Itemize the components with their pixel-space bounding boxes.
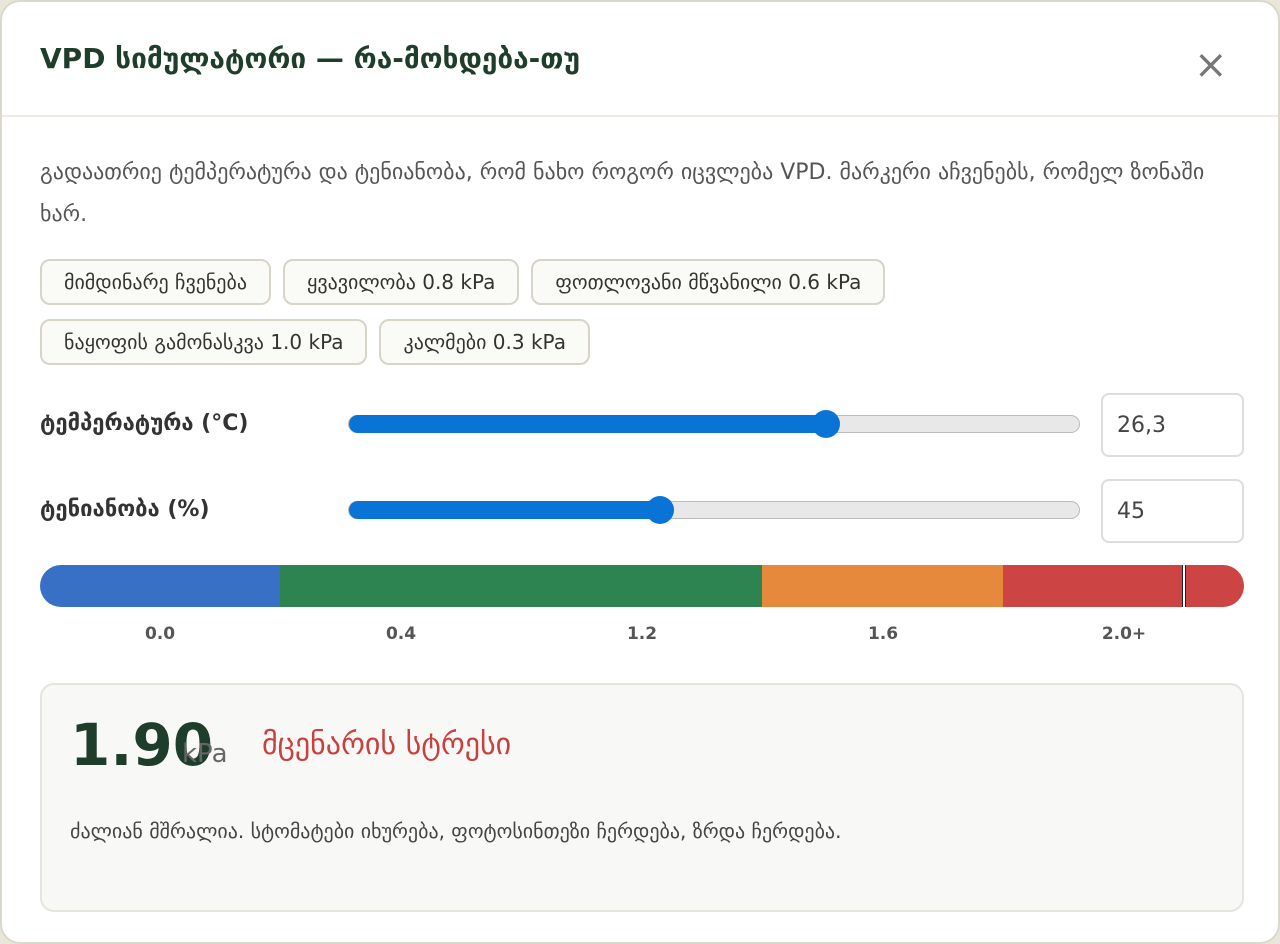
title: VPD სიმულატორი — რა-მოხდება-თუ [40,42,581,75]
zone [280,565,762,607]
preset-button[interactable]: ნაყოფის გამონასკვა 1.0 kPa [40,319,368,365]
marker [1182,565,1186,607]
zone [40,565,280,607]
preset-button[interactable]: ყვავილობა 0.8 kPa [282,259,520,305]
slider-row: ტენიანობა (%) 45 [40,479,1244,543]
preset-button[interactable]: კალმები 0.3 kPa [379,319,590,365]
zone-label: 0.4 [385,624,417,644]
result-card: 1.90 kPa მცენარის სტრესი ძალიან მშრალია.… [40,683,1244,912]
zone-label: 1.2 [626,624,658,644]
value-input[interactable]: 26,3 [1101,393,1244,457]
slider[interactable] [348,496,1080,524]
zone-label: 2.0+ [1101,624,1147,644]
status: მცენარის სტრესი [262,727,512,762]
presets: მიმდინარე ჩვენება ყვავილობა 0.8 kPa ფოთლოვ… [40,259,1120,365]
slider[interactable] [348,410,1080,438]
header: VPD სიმულატორი — რა-მოხდება-თუ × [2,2,1278,117]
note: ძალიან მშრალია. სტომატები იხურება, ფოტოს… [70,819,842,843]
slider-thumb[interactable] [645,496,674,524]
zone [762,565,1003,607]
slider-label: ტემპერატურა (°C) [40,411,249,436]
preset-button[interactable]: მიმდინარე ჩვენება [40,259,271,305]
slider-label: ტენიანობა (%) [40,497,210,522]
unit: kPa [182,739,228,769]
preset-button[interactable]: ფოთლოვანი მწვანილი 0.6 kPa [531,259,886,305]
close-button[interactable]: × [1194,42,1228,88]
slider-row: ტემპერატურა (°C) 26,3 [40,393,1244,457]
zone-bar [40,565,1244,607]
value-input[interactable]: 45 [1101,479,1244,543]
description: გადაათრიე ტემპერატურა და ტენიანობა, რომ … [40,160,1205,227]
zone [1003,565,1244,607]
zone-label: 0.0 [144,624,176,644]
slider-fill [349,415,826,433]
zone-label: 1.6 [867,624,899,644]
vpd-value: 1.90 [70,711,214,779]
slider-thumb[interactable] [811,410,840,438]
slider-fill [349,501,660,519]
